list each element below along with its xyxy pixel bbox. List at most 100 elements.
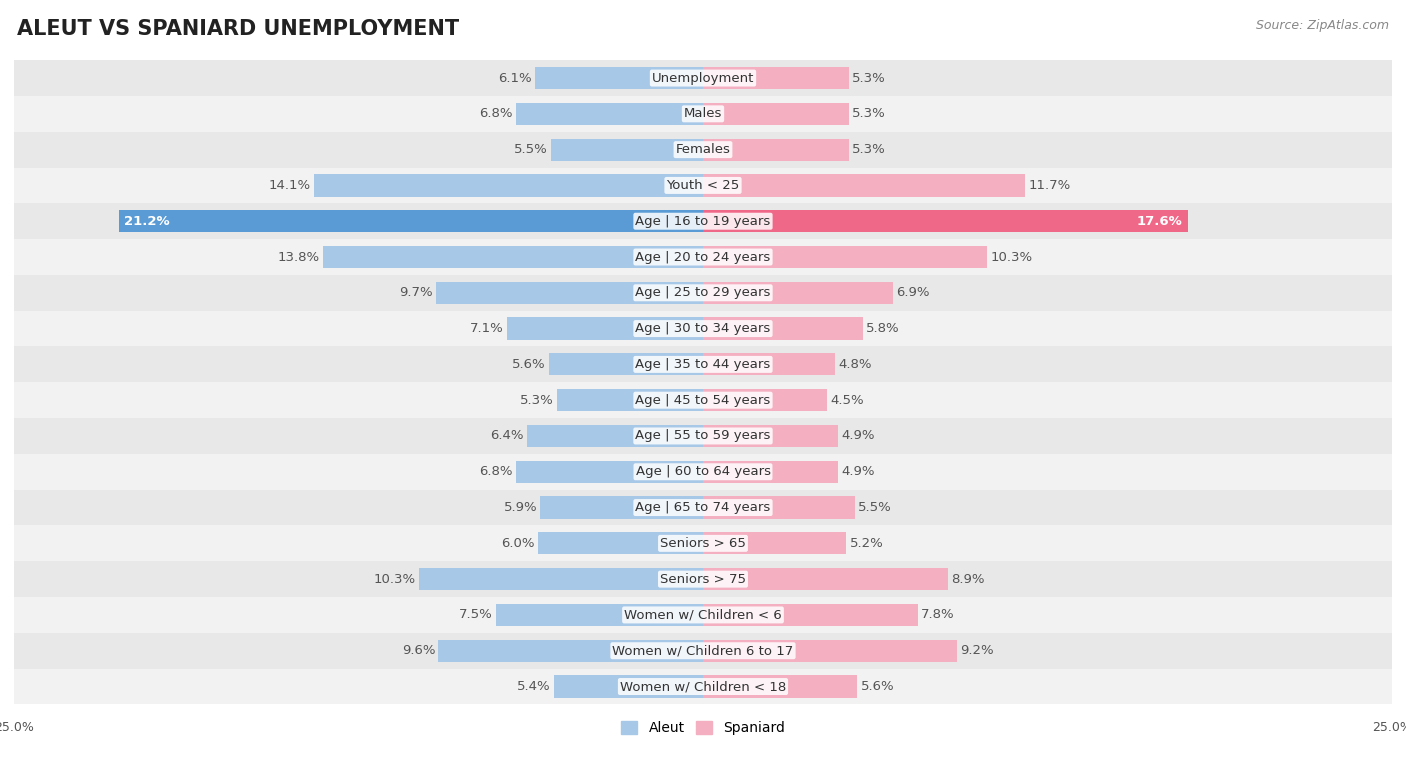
Text: 14.1%: 14.1% [269, 179, 311, 192]
Text: 5.4%: 5.4% [517, 680, 551, 693]
Bar [14, 525, 1392, 561]
Text: Age | 16 to 19 years: Age | 16 to 19 years [636, 215, 770, 228]
Text: 5.3%: 5.3% [852, 143, 886, 156]
Bar [14, 239, 1392, 275]
Bar [14, 418, 1392, 454]
Bar [14, 275, 1392, 310]
Bar [118, 210, 703, 232]
Text: Age | 35 to 44 years: Age | 35 to 44 years [636, 358, 770, 371]
Bar [14, 561, 1392, 597]
Text: 5.3%: 5.3% [852, 72, 886, 85]
Bar [14, 204, 1392, 239]
Bar [14, 310, 1392, 347]
Text: Women w/ Children < 6: Women w/ Children < 6 [624, 609, 782, 621]
Bar [315, 174, 703, 197]
Text: 6.8%: 6.8% [479, 466, 512, 478]
Bar [14, 382, 1392, 418]
Bar [436, 282, 703, 304]
Bar [508, 317, 703, 340]
Bar [439, 640, 703, 662]
Bar [557, 389, 703, 411]
Text: 4.9%: 4.9% [841, 429, 875, 443]
Text: Women w/ Children 6 to 17: Women w/ Children 6 to 17 [613, 644, 793, 657]
Bar [14, 167, 1392, 204]
Text: 11.7%: 11.7% [1029, 179, 1071, 192]
Text: 6.1%: 6.1% [498, 72, 531, 85]
Text: Women w/ Children < 18: Women w/ Children < 18 [620, 680, 786, 693]
Bar [534, 67, 703, 89]
Bar [14, 347, 1392, 382]
Text: 5.9%: 5.9% [503, 501, 537, 514]
Bar [703, 174, 1025, 197]
Text: 6.8%: 6.8% [479, 107, 512, 120]
Bar [419, 568, 703, 590]
Text: 5.3%: 5.3% [520, 394, 554, 407]
Text: 9.6%: 9.6% [402, 644, 434, 657]
Bar [540, 497, 703, 519]
Bar [548, 354, 703, 375]
Text: 9.7%: 9.7% [399, 286, 433, 299]
Bar [703, 604, 918, 626]
Text: 6.0%: 6.0% [501, 537, 534, 550]
Bar [703, 317, 863, 340]
Bar [703, 139, 849, 160]
Text: 8.9%: 8.9% [952, 572, 986, 586]
Text: Youth < 25: Youth < 25 [666, 179, 740, 192]
Text: Age | 20 to 24 years: Age | 20 to 24 years [636, 251, 770, 263]
Text: Age | 30 to 34 years: Age | 30 to 34 years [636, 322, 770, 335]
Text: Age | 45 to 54 years: Age | 45 to 54 years [636, 394, 770, 407]
Text: Males: Males [683, 107, 723, 120]
Text: Age | 65 to 74 years: Age | 65 to 74 years [636, 501, 770, 514]
Text: 7.1%: 7.1% [470, 322, 503, 335]
Bar [537, 532, 703, 554]
Bar [703, 640, 956, 662]
Text: Unemployment: Unemployment [652, 72, 754, 85]
Text: Seniors > 75: Seniors > 75 [659, 572, 747, 586]
Bar [703, 354, 835, 375]
Bar [516, 103, 703, 125]
Text: 5.3%: 5.3% [852, 107, 886, 120]
Bar [323, 246, 703, 268]
Text: 21.2%: 21.2% [124, 215, 170, 228]
Bar [703, 675, 858, 698]
Text: ALEUT VS SPANIARD UNEMPLOYMENT: ALEUT VS SPANIARD UNEMPLOYMENT [17, 19, 458, 39]
Text: 6.9%: 6.9% [897, 286, 929, 299]
Text: Age | 25 to 29 years: Age | 25 to 29 years [636, 286, 770, 299]
Bar [703, 568, 948, 590]
Bar [14, 668, 1392, 705]
Text: 4.5%: 4.5% [831, 394, 863, 407]
Bar [516, 461, 703, 483]
Legend: Aleut, Spaniard: Aleut, Spaniard [614, 716, 792, 741]
Text: 5.5%: 5.5% [515, 143, 548, 156]
Bar [551, 139, 703, 160]
Bar [703, 389, 827, 411]
Text: 7.5%: 7.5% [460, 609, 494, 621]
Bar [14, 96, 1392, 132]
Bar [703, 497, 855, 519]
Text: 7.8%: 7.8% [921, 609, 955, 621]
Bar [14, 597, 1392, 633]
Text: Age | 60 to 64 years: Age | 60 to 64 years [636, 466, 770, 478]
Text: 5.6%: 5.6% [860, 680, 894, 693]
Text: 5.5%: 5.5% [858, 501, 891, 514]
Text: 17.6%: 17.6% [1137, 215, 1182, 228]
Text: Seniors > 65: Seniors > 65 [659, 537, 747, 550]
Bar [496, 604, 703, 626]
Text: Source: ZipAtlas.com: Source: ZipAtlas.com [1256, 19, 1389, 32]
Bar [14, 60, 1392, 96]
Text: 4.9%: 4.9% [841, 466, 875, 478]
Bar [527, 425, 703, 447]
Bar [703, 461, 838, 483]
Bar [703, 425, 838, 447]
Bar [14, 490, 1392, 525]
Text: 5.8%: 5.8% [866, 322, 900, 335]
Bar [14, 132, 1392, 167]
Text: Age | 55 to 59 years: Age | 55 to 59 years [636, 429, 770, 443]
Text: 6.4%: 6.4% [489, 429, 523, 443]
Bar [703, 246, 987, 268]
Text: 5.2%: 5.2% [849, 537, 883, 550]
Bar [14, 454, 1392, 490]
Text: 13.8%: 13.8% [277, 251, 319, 263]
Bar [703, 282, 893, 304]
Bar [14, 633, 1392, 668]
